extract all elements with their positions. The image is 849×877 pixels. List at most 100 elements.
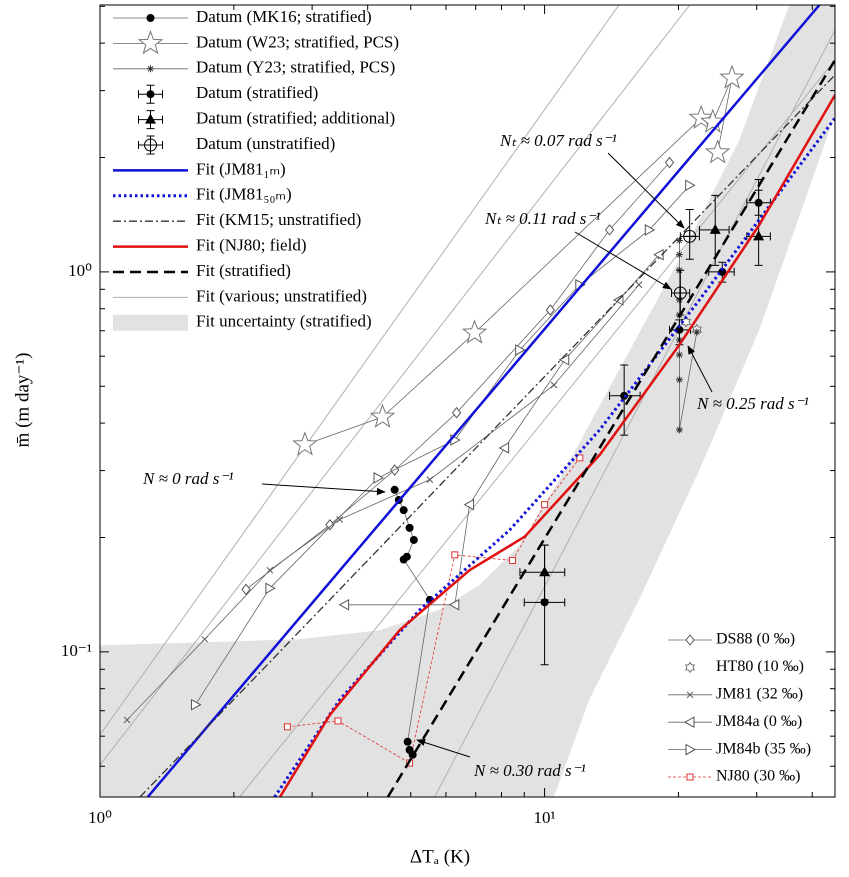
marker xyxy=(683,716,695,729)
marker xyxy=(675,325,684,334)
marker xyxy=(675,376,683,384)
legend-label: DS88 (0 ‰) xyxy=(716,631,795,648)
y-tick-label: 10⁰ xyxy=(68,261,92,280)
marker xyxy=(147,65,154,73)
marker xyxy=(146,14,155,22)
marker xyxy=(266,566,274,574)
annotation-arrow xyxy=(416,739,471,758)
legend-label: Fit (NJ80; field) xyxy=(196,236,307,255)
marker xyxy=(265,582,276,595)
marker xyxy=(369,403,396,428)
legend-label: JM81 (32 ‰) xyxy=(716,685,803,702)
legend-swatch xyxy=(113,314,188,331)
marker xyxy=(399,555,408,564)
plot-frame xyxy=(99,4,836,798)
marker xyxy=(137,29,164,55)
marker xyxy=(683,229,697,243)
marker xyxy=(653,248,664,261)
legend-group: DS88 (0 ‰) HT80 (10 ‰) JM81 (32 ‰) JM84a (0… xyxy=(668,631,811,785)
uncertainty-band xyxy=(100,5,835,797)
legend-label: JM84b (35 ‰) xyxy=(716,740,811,757)
x-axis-label: ΔTₐ (K) xyxy=(410,846,470,867)
annotation-arrow xyxy=(687,345,713,393)
annotation-arrow xyxy=(261,483,386,496)
marker xyxy=(558,353,570,366)
legend-label: Datum (Y23; stratified, PCS) xyxy=(196,58,395,77)
marker xyxy=(509,556,517,564)
fit-line xyxy=(146,5,821,797)
marker xyxy=(753,230,765,241)
legend-label: Datum (W23; stratified, PCS) xyxy=(196,32,399,51)
marker xyxy=(403,737,412,746)
marker xyxy=(146,90,155,99)
marker xyxy=(426,476,434,483)
marker xyxy=(686,691,694,699)
marker xyxy=(604,224,615,236)
plot-area xyxy=(100,5,835,797)
annotations: Nₜ ≈ 0.07 rad s⁻¹ Nₜ ≈ 0.11 rad s⁻¹ N ≈ 0.… xyxy=(142,131,809,780)
marker xyxy=(675,296,683,304)
fit-line xyxy=(386,59,835,797)
marker xyxy=(664,156,675,169)
marker xyxy=(325,518,335,531)
marker xyxy=(693,328,701,336)
legend-label: Datum (MK16; stratified) xyxy=(196,7,372,26)
marker xyxy=(201,635,209,643)
y-tick-label: 10⁻¹ xyxy=(61,641,92,660)
marker xyxy=(191,698,202,711)
marker xyxy=(675,251,683,259)
marker xyxy=(123,716,131,724)
annotation: N ≈ 0.25 rad s⁻¹ xyxy=(696,394,809,413)
annotation: Nₜ ≈ 0.11 rad s⁻¹ xyxy=(484,209,600,228)
marker xyxy=(635,281,643,289)
marker xyxy=(685,634,695,646)
marker xyxy=(644,224,656,236)
marker xyxy=(576,454,584,462)
marker xyxy=(688,104,714,129)
legend: Datum (MK16; stratified) Datum (W23; stra… xyxy=(113,7,811,785)
x-tick-label: 10¹ xyxy=(534,808,556,827)
marker xyxy=(539,566,551,577)
marker xyxy=(283,723,291,731)
marker xyxy=(550,381,558,389)
marker xyxy=(451,406,462,419)
legend-label: Datum (stratified; additional) xyxy=(196,109,395,128)
fit-line xyxy=(100,5,835,797)
marker xyxy=(541,501,549,509)
marker xyxy=(675,236,683,244)
marker xyxy=(681,316,691,328)
annotation-arrow xyxy=(574,231,672,290)
marker xyxy=(685,661,695,674)
marker xyxy=(390,485,399,494)
legend-label: Fit (various; unstratified) xyxy=(196,286,367,305)
marker xyxy=(338,598,350,611)
marker xyxy=(686,773,694,781)
marker xyxy=(719,64,745,89)
legend-label: Datum (unstratified) xyxy=(196,134,335,153)
fit-line xyxy=(139,74,835,797)
annotation: Nₜ ≈ 0.07 rad s⁻¹ xyxy=(499,131,617,150)
marker xyxy=(515,344,526,356)
legend-label: NJ80 (30 ‰) xyxy=(716,768,800,785)
legend-label: Datum (stratified) xyxy=(196,83,318,102)
marker xyxy=(451,551,459,559)
marker xyxy=(292,431,318,456)
y-axis-label: m̄ (m day⁻¹) xyxy=(12,353,33,448)
legend-label: Fit (JM81₅₀ₘ) xyxy=(196,185,292,204)
marker xyxy=(334,717,342,725)
marker xyxy=(461,319,488,344)
marker xyxy=(685,743,697,756)
legend-label: Fit (JM81₁ₘ) xyxy=(196,159,286,178)
marker xyxy=(673,286,687,300)
fit-line xyxy=(273,117,835,797)
marker xyxy=(675,351,683,359)
marker xyxy=(336,516,344,523)
legend-label: Fit (stratified) xyxy=(196,261,291,280)
marker xyxy=(144,138,158,152)
marker xyxy=(709,223,721,234)
marker xyxy=(675,426,683,434)
annotation: N ≈ 0.30 rad s⁻¹ xyxy=(473,761,586,780)
annotation: N ≈ 0 rad s⁻¹ xyxy=(142,469,233,488)
marker xyxy=(704,139,731,164)
